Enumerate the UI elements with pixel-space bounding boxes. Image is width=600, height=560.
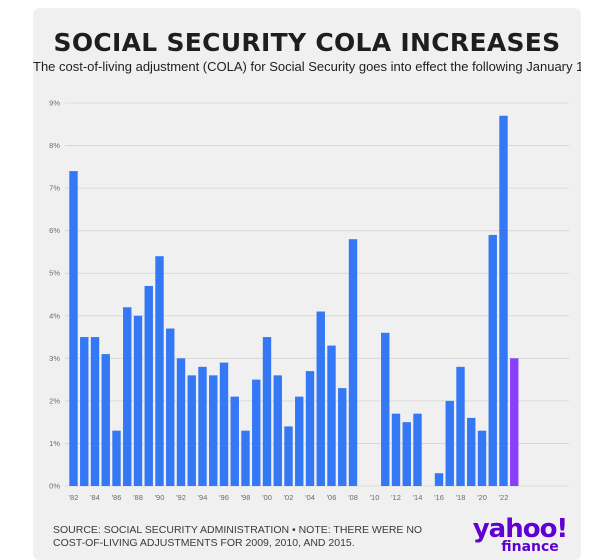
bar-1983 bbox=[80, 337, 89, 486]
y-tick-label: 2% bbox=[49, 396, 60, 405]
bar-chart: 0%1%2%3%4%5%6%7%8%9% '82'84'86'88'90'92 '… bbox=[49, 99, 569, 502]
y-tick-label: 7% bbox=[49, 184, 60, 193]
y-tick-label: 3% bbox=[49, 354, 60, 363]
chart-card: SOCIAL SECURITY COLA INCREASES The cost-… bbox=[33, 8, 581, 560]
x-tick-label: '20 bbox=[477, 493, 487, 502]
logo-subtext: finance bbox=[501, 539, 559, 555]
bar-1986 bbox=[112, 430, 121, 486]
x-tick-label: '88 bbox=[133, 493, 143, 502]
bars bbox=[69, 115, 519, 486]
chart-subtitle: The cost-of-living adjustment (COLA) for… bbox=[33, 59, 581, 74]
bar-1999 bbox=[252, 379, 261, 486]
bar-2023 bbox=[510, 358, 519, 486]
bar-2005 bbox=[316, 311, 325, 486]
y-tick-label: 8% bbox=[49, 141, 60, 150]
bar-2018 bbox=[456, 366, 465, 486]
bar-1990 bbox=[155, 256, 164, 486]
bar-2020 bbox=[477, 430, 487, 486]
x-tick-label: '86 bbox=[112, 493, 122, 502]
logo-wordmark: yahoo! bbox=[472, 514, 569, 544]
bar-2011 bbox=[381, 332, 390, 486]
bar-1991 bbox=[166, 328, 175, 486]
bar-2001 bbox=[273, 375, 282, 486]
bar-2019 bbox=[467, 417, 476, 486]
bar-1998 bbox=[241, 430, 250, 486]
bar-2022 bbox=[499, 115, 508, 486]
bar-1984 bbox=[90, 337, 100, 486]
x-tick-label: '16 bbox=[434, 493, 444, 502]
x-axis-ticks: '82 '84 '86 '88 '90 '92 '94 '96 '98 '00 '02 '04 '06 '… bbox=[69, 493, 509, 502]
bar-1992 bbox=[176, 358, 186, 486]
bar-2012 bbox=[391, 413, 401, 486]
bar-2004 bbox=[305, 371, 315, 486]
x-tick-label: '94 bbox=[198, 493, 208, 502]
bar-2013 bbox=[402, 422, 411, 486]
bar-2014 bbox=[413, 413, 422, 486]
x-tick-label: '92 bbox=[176, 493, 186, 502]
chart-title: SOCIAL SECURITY COLA INCREASES bbox=[53, 28, 561, 57]
bar-2021 bbox=[488, 234, 497, 486]
bar-1997 bbox=[230, 396, 239, 486]
x-tick-label: '12 bbox=[391, 493, 401, 502]
x-tick-label: '00 bbox=[262, 493, 272, 502]
x-tick-label: '02 bbox=[284, 493, 294, 502]
x-tick-label: '14 bbox=[413, 493, 423, 502]
bar-1987 bbox=[123, 307, 132, 486]
bar-2016 bbox=[434, 473, 444, 486]
bar-1982 bbox=[69, 171, 78, 486]
bar-2003 bbox=[295, 396, 304, 486]
x-tick-label: '06 bbox=[327, 493, 337, 502]
y-tick-label: 6% bbox=[49, 226, 60, 235]
y-axis-ticks: 0% 1% 2% 3% 4% 5% 6% 7% 8% 9% bbox=[49, 99, 60, 491]
bar-2000 bbox=[262, 337, 272, 486]
y-tick-label: 5% bbox=[49, 269, 60, 278]
x-tick-label: '96 bbox=[219, 493, 229, 502]
x-tick-label: '90 bbox=[155, 493, 165, 502]
bar-1996 bbox=[219, 362, 229, 486]
x-tick-label: '04 bbox=[305, 493, 315, 502]
bar-1988 bbox=[133, 315, 143, 486]
y-tick-label: 1% bbox=[49, 439, 60, 448]
y-tick-label: 0% bbox=[49, 482, 60, 491]
x-tick-label: '98 bbox=[241, 493, 251, 502]
source-note: SOURCE: SOCIAL SECURITY ADMINISTRATION •… bbox=[53, 524, 423, 549]
y-tick-label: 4% bbox=[49, 311, 60, 320]
x-tick-label: '10 bbox=[370, 493, 380, 502]
bar-2008 bbox=[348, 239, 358, 486]
bar-1989 bbox=[144, 285, 153, 486]
yahoo-finance-logo: yahoo! finance bbox=[465, 516, 575, 554]
bar-1993 bbox=[187, 375, 196, 486]
bar-2017 bbox=[445, 400, 454, 486]
bar-1995 bbox=[209, 375, 218, 486]
bar-2006 bbox=[327, 345, 336, 486]
x-tick-label: '84 bbox=[90, 493, 100, 502]
bar-2002 bbox=[284, 426, 293, 486]
x-tick-label: '22 bbox=[499, 493, 509, 502]
bar-1985 bbox=[101, 354, 110, 486]
bar-2007 bbox=[338, 388, 347, 486]
x-tick-label: '82 bbox=[69, 493, 79, 502]
x-tick-label: '18 bbox=[456, 493, 466, 502]
x-tick-label: '08 bbox=[348, 493, 358, 502]
bar-1994 bbox=[198, 366, 207, 486]
y-tick-label: 9% bbox=[49, 99, 60, 108]
